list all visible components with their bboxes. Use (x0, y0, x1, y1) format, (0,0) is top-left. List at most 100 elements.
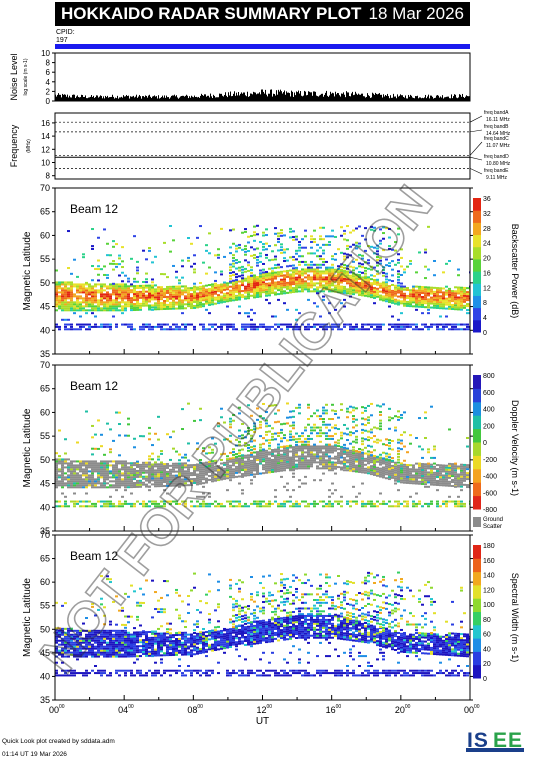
echo-cell (319, 500, 322, 503)
echo-cell (214, 286, 217, 289)
echo-cell (316, 457, 319, 460)
echo-cell (160, 471, 163, 474)
noise-bar (71, 97, 72, 101)
echo-cell (307, 451, 310, 454)
echo-cell (79, 470, 82, 473)
noise-bar (230, 91, 231, 101)
echo-cell (292, 281, 295, 284)
echo-cell (151, 294, 154, 297)
echo-cell (355, 454, 358, 457)
noise-bar (347, 92, 348, 101)
noise-bar (124, 96, 125, 101)
noise-bar (361, 93, 362, 101)
echo-cell (262, 262, 265, 265)
echo-cell (427, 304, 430, 307)
echo-cell (94, 462, 97, 465)
echo-cell (229, 293, 232, 296)
echo-cell (163, 500, 166, 503)
echo-cell (196, 505, 199, 508)
echo-cell (148, 300, 151, 303)
echo-cell (334, 325, 337, 328)
echo-cell (127, 303, 130, 306)
echo-cell (277, 452, 280, 455)
echo-cell (223, 298, 226, 301)
echo-cell (382, 460, 385, 463)
echo-cell (193, 296, 196, 299)
echo-cell (256, 455, 259, 458)
echo-cell (370, 454, 373, 457)
echo-cell (85, 460, 88, 463)
echo-cell (184, 299, 187, 302)
echo-cell (373, 294, 376, 297)
echo-cell (316, 502, 319, 505)
echo-cell (418, 468, 421, 471)
echo-cell (304, 451, 307, 454)
echo-cell (331, 467, 334, 470)
echo-cell (100, 474, 103, 477)
echo-cell (211, 474, 214, 477)
echo-cell (178, 285, 181, 288)
echo-cell (205, 463, 208, 466)
echo-cell (157, 465, 160, 468)
echo-cell (142, 328, 145, 331)
echo-cell (142, 298, 145, 301)
echo-cell (319, 467, 322, 470)
echo-cell (100, 433, 103, 436)
echo-cell (337, 456, 340, 459)
echo-cell (433, 471, 436, 474)
echo-cell (376, 460, 379, 463)
echo-cell (388, 416, 391, 419)
echo-cell (106, 476, 109, 479)
echo-cell (82, 285, 85, 288)
echo-cell (463, 304, 466, 307)
echo-cell (148, 304, 151, 307)
echo-cell (388, 295, 391, 298)
echo-cell (79, 289, 82, 292)
echo-cell (310, 426, 313, 429)
echo-cell (241, 473, 244, 476)
echo-cell (289, 230, 292, 233)
echo-cell (328, 276, 331, 279)
echo-cell (367, 466, 370, 469)
echo-cell (334, 308, 337, 311)
echo-cell (457, 298, 460, 301)
echo-cell (343, 229, 346, 232)
echo-cell (397, 450, 400, 453)
echo-cell (364, 282, 367, 285)
echo-cell (79, 285, 82, 288)
echo-cell (175, 474, 178, 477)
echo-cell (154, 294, 157, 297)
echo-cell (253, 455, 256, 458)
echo-cell (232, 259, 235, 262)
echo-cell (334, 472, 337, 475)
echo-cell (100, 295, 103, 298)
echo-cell (385, 455, 388, 458)
echo-cell (238, 443, 241, 446)
echo-cell (136, 296, 139, 299)
echo-cell (307, 463, 310, 466)
echo-cell (85, 312, 88, 315)
echo-cell (352, 415, 355, 418)
noise-bar (354, 94, 355, 101)
echo-cell (115, 466, 118, 469)
echo-cell (160, 463, 163, 466)
echo-cell (133, 293, 136, 296)
echo-cell (64, 301, 67, 304)
echo-cell (91, 505, 94, 508)
echo-cell (364, 469, 367, 472)
noise-bar (309, 91, 310, 101)
echo-cell (295, 432, 298, 435)
echo-cell (454, 323, 457, 326)
echo-cell (376, 278, 379, 281)
echo-cell (403, 463, 406, 466)
echo-cell (337, 269, 340, 272)
echo-cell (340, 263, 343, 266)
echo-cell (199, 466, 202, 469)
echo-cell (379, 419, 382, 422)
echo-cell (265, 253, 268, 256)
echo-cell (229, 458, 232, 461)
echo-cell (289, 458, 292, 461)
echo-cell (364, 272, 367, 275)
echo-cell (424, 298, 427, 301)
